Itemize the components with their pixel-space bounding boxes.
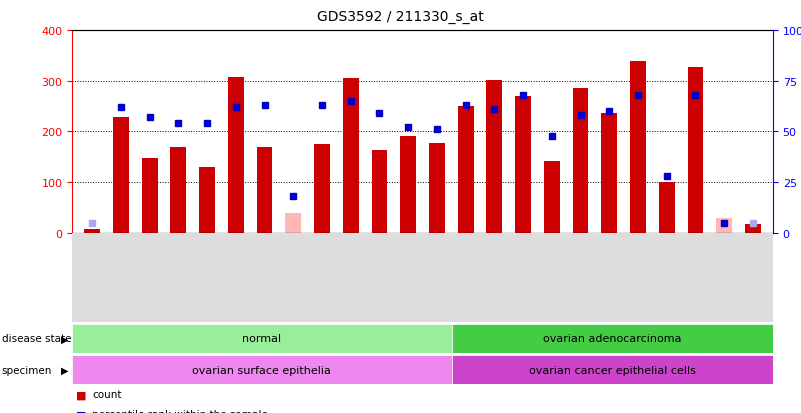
Text: ovarian surface epithelia: ovarian surface epithelia [192, 365, 332, 375]
Bar [452, 324, 773, 353]
Bar [687, 67, 703, 233]
Text: count: count [92, 389, 122, 399]
Text: ovarian cancer epithelial cells: ovarian cancer epithelial cells [529, 365, 696, 375]
Bar [72, 355, 452, 384]
Bar [199, 168, 215, 233]
Bar [171, 147, 187, 233]
Text: ■: ■ [76, 389, 87, 399]
Bar [113, 118, 129, 233]
Bar [84, 229, 100, 233]
Text: disease state: disease state [2, 334, 71, 344]
Bar [285, 213, 301, 233]
Bar [429, 143, 445, 233]
Bar [745, 224, 761, 233]
Text: GDS3592 / 211330_s_at: GDS3592 / 211330_s_at [317, 10, 484, 24]
Text: ■: ■ [76, 409, 87, 413]
Text: specimen: specimen [2, 365, 52, 375]
Bar [72, 324, 452, 353]
Bar [573, 89, 589, 233]
Bar [716, 218, 732, 233]
Bar [228, 78, 244, 233]
Bar [630, 62, 646, 233]
Bar [372, 151, 388, 233]
Bar [544, 161, 560, 233]
Bar [515, 97, 531, 233]
Bar [142, 159, 158, 233]
Bar [256, 147, 272, 233]
Text: percentile rank within the sample: percentile rank within the sample [92, 409, 268, 413]
Bar [400, 136, 416, 233]
Bar [457, 107, 473, 233]
Bar [602, 114, 617, 233]
Bar [314, 145, 330, 233]
Text: normal: normal [243, 334, 281, 344]
Text: ▶: ▶ [61, 334, 68, 344]
Bar [343, 79, 359, 233]
Bar [658, 183, 674, 233]
Bar [486, 81, 502, 233]
Text: ovarian adenocarcinoma: ovarian adenocarcinoma [543, 334, 682, 344]
Bar [452, 355, 773, 384]
Text: ▶: ▶ [61, 365, 68, 375]
